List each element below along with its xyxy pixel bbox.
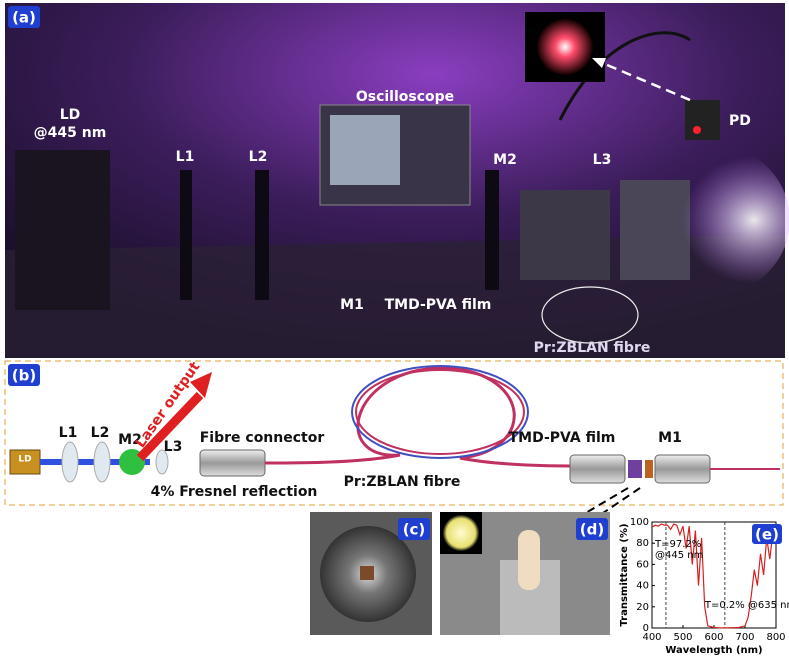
y-tick-label: 20 — [636, 602, 649, 613]
x-tick-label: 700 — [735, 632, 754, 643]
x-tick-label: 800 — [766, 632, 785, 643]
photodetector — [685, 100, 720, 140]
lens — [94, 442, 110, 482]
y-tick-label: 40 — [636, 581, 649, 592]
panel-label: (e) — [755, 526, 779, 544]
label: TMD-PVA film — [385, 297, 492, 313]
x-tick-label: 600 — [704, 632, 723, 643]
connector — [655, 455, 710, 483]
label: L3 — [593, 152, 612, 168]
film-piece — [360, 566, 374, 580]
lens — [62, 442, 78, 482]
lens-post — [180, 170, 192, 300]
label: L2 — [249, 149, 268, 165]
lens-post — [255, 170, 269, 300]
mirror-post — [485, 170, 499, 290]
label: @445 nm — [34, 125, 107, 141]
label: L1 — [176, 149, 195, 165]
x-tick-label: 400 — [642, 632, 661, 643]
panel-label: (c) — [403, 521, 426, 539]
y-tick-label: 100 — [630, 517, 649, 528]
label: M1 — [658, 430, 682, 446]
y-tick-label: 80 — [636, 538, 649, 549]
panel-d: (d) — [440, 512, 610, 635]
label: L1 — [59, 425, 78, 441]
film — [628, 460, 642, 478]
ferrule — [518, 530, 540, 590]
annotation: T=0.2% @635 nm — [704, 600, 789, 611]
label: Oscilloscope — [356, 89, 454, 105]
label: Pr:ZBLAN fibre — [534, 340, 651, 356]
y-tick-label: 60 — [636, 559, 649, 570]
panel-label: (a) — [12, 9, 36, 27]
laser-diode-mount — [15, 150, 110, 310]
label: PD — [729, 113, 751, 129]
label: LD — [18, 455, 31, 465]
annotation: T=97.2% — [654, 539, 701, 550]
oscilloscope-screen — [330, 115, 400, 185]
panel-label: (d) — [580, 521, 604, 539]
label: Fibre connector — [200, 430, 325, 446]
label: 4% Fresnel reflection — [151, 484, 318, 500]
yellow-spot — [443, 515, 479, 551]
panel-c: (c) — [310, 512, 432, 635]
stage — [520, 190, 610, 280]
panel-a: (a) LD @445 nm Oscilloscope L1 L2 M2 L3 … — [5, 3, 789, 358]
panel-label: (b) — [12, 367, 36, 385]
label: L2 — [91, 425, 110, 441]
red-spot — [537, 19, 593, 75]
y-axis-label: Transmittance (%) — [619, 523, 630, 626]
pd-spot — [693, 126, 701, 134]
x-tick-label: 500 — [673, 632, 692, 643]
label: Pr:ZBLAN fibre — [344, 474, 461, 490]
label: TMD-PVA film — [509, 430, 616, 446]
label: M1 — [340, 297, 364, 313]
annotation: @445 nm — [655, 550, 703, 561]
label: LD — [60, 107, 81, 123]
fibre-glow — [610, 140, 789, 300]
x-axis-label: Wavelength (nm) — [665, 645, 762, 656]
label: M2 — [493, 152, 517, 168]
label: L3 — [164, 439, 183, 455]
connector — [570, 455, 625, 483]
figure: (a) LD @445 nm Oscilloscope L1 L2 M2 L3 … — [0, 0, 789, 656]
mirror — [645, 460, 653, 478]
connector — [200, 450, 265, 476]
